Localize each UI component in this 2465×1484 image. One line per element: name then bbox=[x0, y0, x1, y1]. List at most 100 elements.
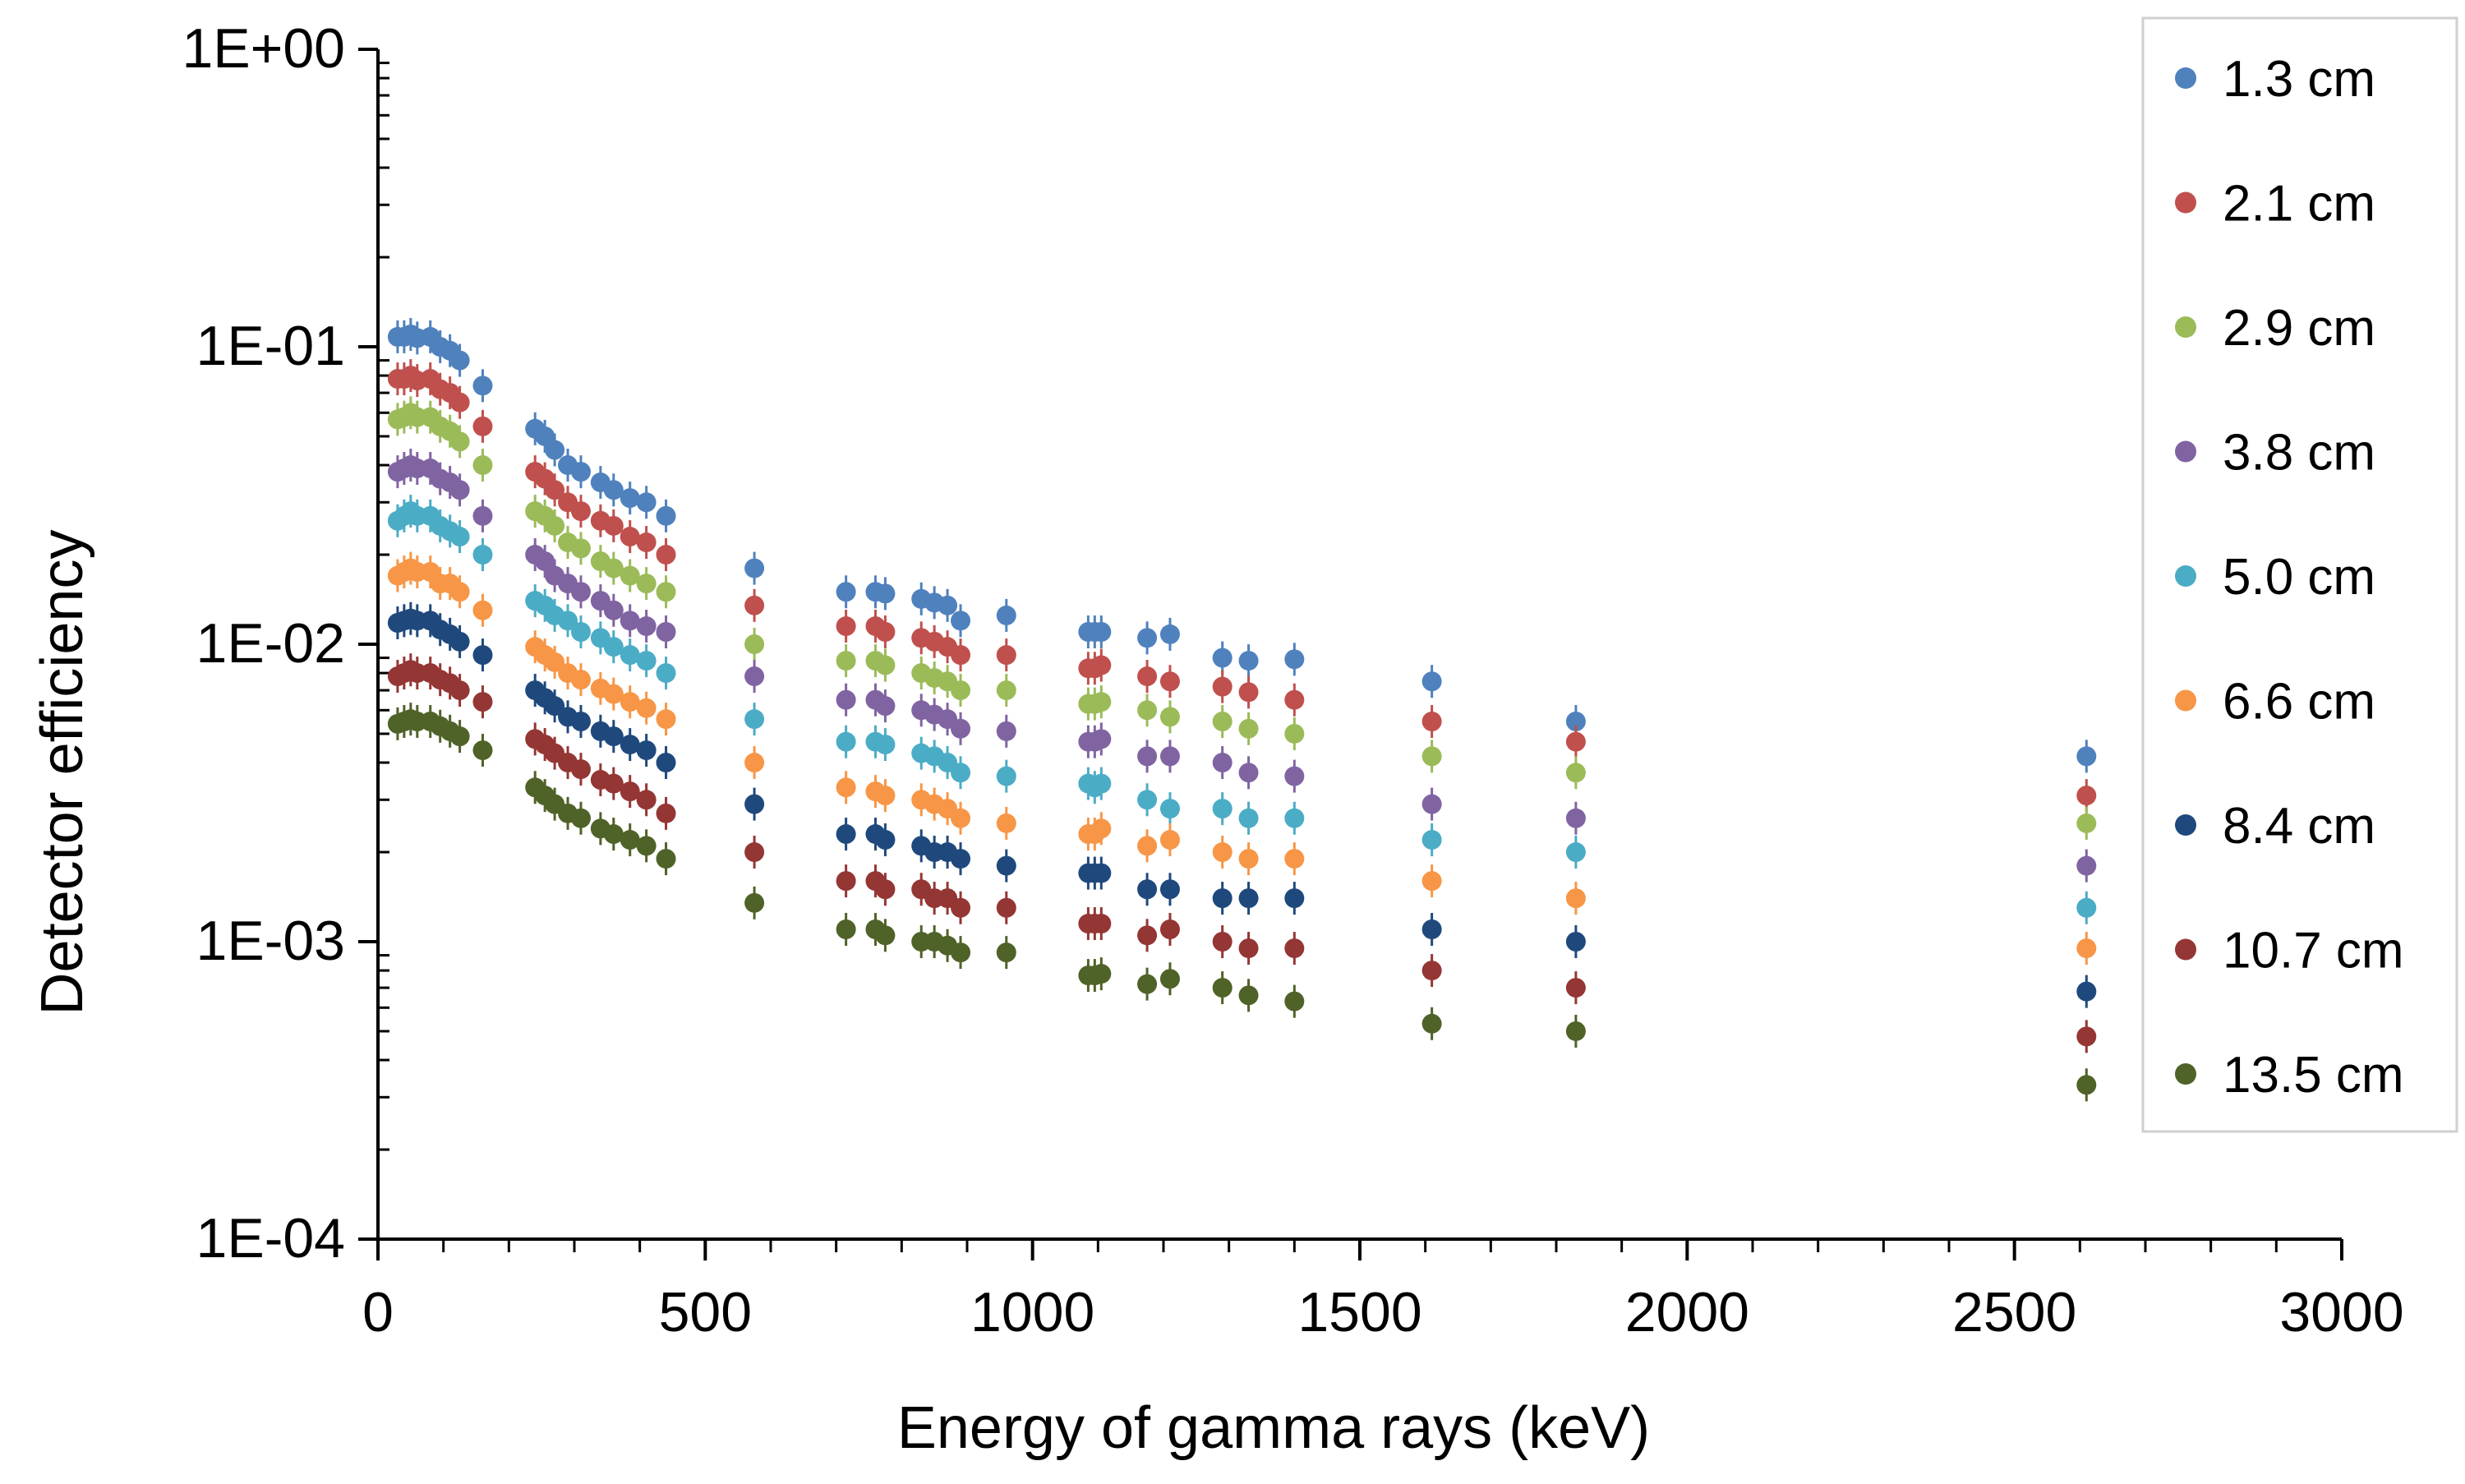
data-point bbox=[996, 721, 1016, 741]
data-point bbox=[996, 645, 1016, 666]
data-point bbox=[1238, 763, 1259, 783]
data-point bbox=[1238, 849, 1259, 869]
legend-marker bbox=[2175, 689, 2196, 712]
data-point bbox=[1284, 849, 1305, 869]
data-point bbox=[951, 718, 971, 739]
data-point bbox=[1159, 879, 1180, 900]
data-point bbox=[1159, 919, 1180, 940]
data-point bbox=[996, 855, 1016, 876]
data-point bbox=[449, 431, 470, 452]
data-point bbox=[1091, 964, 1112, 984]
data-point bbox=[1284, 649, 1305, 670]
data-point bbox=[744, 595, 765, 615]
data-point bbox=[570, 670, 591, 690]
series-6-6-cm bbox=[387, 551, 2097, 966]
data-point bbox=[449, 350, 470, 371]
data-point bbox=[472, 455, 493, 476]
data-point bbox=[620, 735, 640, 755]
series-2-1-cm bbox=[387, 359, 2097, 813]
data-point bbox=[744, 709, 765, 730]
data-point bbox=[996, 897, 1016, 918]
data-point bbox=[1137, 700, 1158, 721]
data-point bbox=[656, 663, 676, 684]
data-point bbox=[472, 545, 493, 565]
data-point bbox=[875, 879, 896, 900]
data-point bbox=[1421, 961, 1442, 981]
data-point bbox=[2076, 746, 2097, 767]
data-point bbox=[636, 790, 657, 810]
data-point bbox=[1565, 763, 1586, 783]
data-point bbox=[1159, 799, 1180, 819]
series-5-0-cm bbox=[387, 495, 2097, 924]
data-point bbox=[656, 803, 676, 823]
data-point bbox=[1238, 985, 1259, 1006]
data-point bbox=[570, 582, 591, 602]
data-point bbox=[449, 527, 470, 547]
data-point bbox=[636, 616, 657, 637]
data-point bbox=[951, 942, 971, 963]
data-point bbox=[1421, 871, 1442, 892]
data-point bbox=[620, 488, 640, 509]
x-ticks bbox=[376, 1239, 2343, 1260]
data-point bbox=[620, 611, 640, 631]
x-tick-labels: 0 500 1000 1500 2000 2500 3000 bbox=[362, 1281, 2404, 1343]
y-minor-ticks bbox=[378, 62, 389, 1151]
data-point bbox=[472, 505, 493, 526]
y-major-ticks bbox=[358, 48, 378, 1241]
data-point bbox=[951, 849, 971, 869]
data-point bbox=[1238, 651, 1259, 671]
data-point bbox=[744, 666, 765, 687]
data-point bbox=[545, 696, 565, 717]
data-point bbox=[1565, 842, 1586, 863]
data-point bbox=[875, 583, 896, 604]
data-point bbox=[449, 392, 470, 412]
data-point bbox=[2076, 1026, 2097, 1047]
data-point bbox=[1159, 707, 1180, 727]
data-point bbox=[951, 645, 971, 666]
data-point bbox=[2076, 786, 2097, 806]
data-point bbox=[996, 605, 1016, 625]
data-point bbox=[603, 773, 624, 794]
data-point bbox=[1212, 676, 1232, 697]
data-point bbox=[603, 515, 624, 536]
legend-label: 6.6 cm bbox=[2223, 674, 2375, 730]
data-point bbox=[836, 616, 856, 637]
series-1-3-cm bbox=[387, 318, 2097, 773]
data-point bbox=[620, 781, 640, 802]
data-point bbox=[875, 696, 896, 717]
data-point bbox=[951, 611, 971, 631]
data-point bbox=[1137, 746, 1158, 767]
data-point bbox=[875, 786, 896, 806]
data-point bbox=[1238, 938, 1259, 959]
data-point bbox=[603, 600, 624, 620]
data-point bbox=[836, 824, 856, 845]
legend-marker bbox=[2175, 814, 2196, 836]
y-axis-title: Detector efficiency bbox=[30, 530, 95, 1016]
data-point bbox=[449, 631, 470, 652]
data-point bbox=[1565, 1021, 1586, 1041]
data-point bbox=[1565, 978, 1586, 998]
data-point bbox=[636, 574, 657, 594]
data-point bbox=[1091, 655, 1112, 675]
data-point bbox=[951, 808, 971, 828]
data-point bbox=[1137, 925, 1158, 946]
data-point bbox=[636, 698, 657, 718]
y-tick-label: 1E-02 bbox=[196, 612, 345, 675]
data-point bbox=[1212, 888, 1232, 909]
plot-area bbox=[358, 48, 2343, 1260]
series-3-8-cm bbox=[387, 449, 2097, 883]
y-tick-label: 1E-04 bbox=[196, 1207, 345, 1270]
y-tick-labels: 1E+00 1E-01 1E-02 1E-03 1E-04 bbox=[182, 17, 345, 1270]
data-point bbox=[603, 558, 624, 578]
series-8-4-cm bbox=[387, 601, 2097, 1008]
data-point bbox=[1565, 711, 1586, 731]
data-point bbox=[2076, 855, 2097, 876]
data-point bbox=[1421, 1013, 1442, 1034]
data-point bbox=[636, 532, 657, 553]
data-point bbox=[1159, 969, 1180, 989]
legend-label: 8.4 cm bbox=[2223, 798, 2375, 855]
x-axis-title: Energy of gamma rays (keV) bbox=[897, 1395, 1650, 1461]
data-point bbox=[1421, 711, 1442, 731]
data-point bbox=[875, 655, 896, 675]
data-point bbox=[472, 740, 493, 761]
